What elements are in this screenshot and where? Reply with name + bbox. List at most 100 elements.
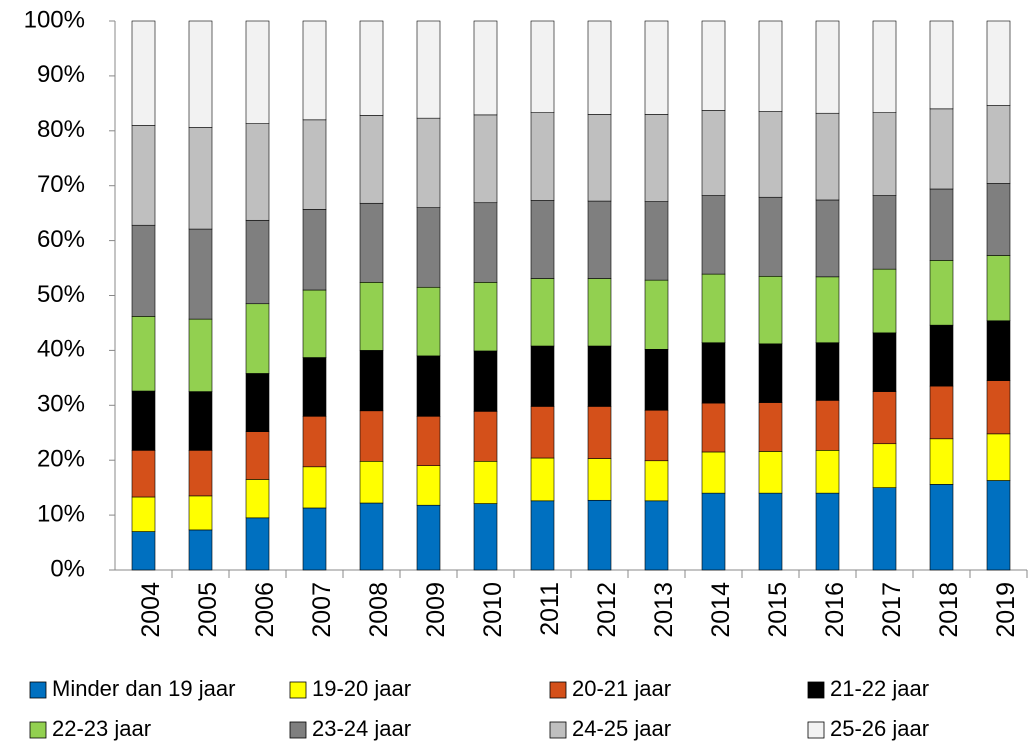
bar-segment [473,202,498,283]
y-tick-label: 50% [37,281,85,308]
bar-segment [815,112,840,201]
legend-swatch [549,681,567,699]
bar-segment [245,479,270,519]
bar-segment [929,20,954,110]
bar-segment [701,273,726,344]
bar-segment [473,411,498,462]
bar-segment [587,458,612,501]
x-tick-label: 2016 [821,582,849,638]
bar-segment [530,20,555,113]
legend-label: 22-23 jaar [52,716,151,741]
bar-segment [416,20,441,119]
y-tick-label: 70% [37,171,85,198]
bar-segment [302,507,327,571]
bar-segment [473,503,498,571]
bar-segment [872,487,897,571]
bar-segment [131,125,156,226]
bar-segment [473,460,498,504]
bar-segment [815,492,840,571]
legend-swatch [807,681,825,699]
x-tick-label: 2014 [707,582,735,638]
bar-segment [245,373,270,432]
bar-segment [416,117,441,208]
bar-segment [188,318,213,392]
legend-label: 23-24 jaar [312,716,411,741]
bar-segment [359,202,384,283]
legend-swatch [289,721,307,739]
bar-segment [872,195,897,270]
bar-segment [587,406,612,459]
bar-segment [359,115,384,204]
legend-swatch [29,681,47,699]
bar-segment [131,390,156,451]
y-tick-label: 90% [37,61,85,88]
bar-segment [701,492,726,571]
x-tick-label: 2004 [137,582,165,638]
bar-segment [872,20,897,113]
bar-segment [473,282,498,352]
legend-swatch [29,721,47,739]
bar-segment [929,438,954,485]
bar-segment [815,450,840,494]
bar-segment [587,278,612,347]
bar-segment [758,20,783,112]
bar-segment [416,207,441,288]
bar-segment [986,320,1011,381]
bar-segment [587,114,612,202]
bar-segment [644,279,669,350]
bar-segment [986,20,1011,106]
y-tick-label: 60% [37,226,85,253]
bar-segment [530,457,555,502]
bar-segment [131,496,156,532]
legend-swatch [289,681,307,699]
legend-label: 25-26 jaar [830,716,929,741]
bar-segment [872,112,897,196]
x-tick-label: 2009 [422,582,450,638]
bar-segment [188,495,213,531]
legend-label: 21-22 jaar [830,676,929,701]
bar-segment [815,20,840,114]
bar-segment [986,380,1011,435]
bar-segment [758,402,783,452]
bar-segment [416,286,441,357]
bar-segment [530,200,555,279]
y-tick-label: 20% [37,446,85,473]
bar-segment [302,466,327,509]
bar-segment [416,465,441,506]
bar-segment [359,282,384,351]
bar-segment [302,20,327,121]
x-tick-label: 2019 [992,582,1020,638]
bar-segment [359,350,384,412]
legend-label: 19-20 jaar [312,676,411,701]
bar-segment [872,391,897,445]
x-tick-label: 2010 [479,582,507,638]
bar-segment [359,460,384,504]
bar-segment [929,324,954,387]
bar-segment [587,20,612,115]
x-tick-label: 2006 [251,582,279,638]
bar-segment [587,499,612,571]
bar-segment [530,500,555,571]
bar-segment [929,484,954,571]
bar-segment [188,127,213,230]
bar-segment [416,415,441,466]
bar-segment [359,410,384,462]
legend-label: Minder dan 19 jaar [52,676,235,701]
bar-segment [872,332,897,392]
bar-segment [245,219,270,305]
bar-segment [929,385,954,440]
bar-segment [986,433,1011,481]
bar-segment [131,450,156,498]
x-tick-label: 2018 [935,582,963,638]
bar-segment [473,350,498,412]
bar-segment [131,20,156,126]
bar-segment [245,303,270,374]
y-tick-label: 100% [24,6,85,33]
bar-segment [530,112,555,201]
legend-swatch [807,721,825,739]
bar-segment [188,529,213,571]
bar-segment [131,531,156,571]
bar-segment [416,504,441,571]
bar-segment [701,20,726,111]
